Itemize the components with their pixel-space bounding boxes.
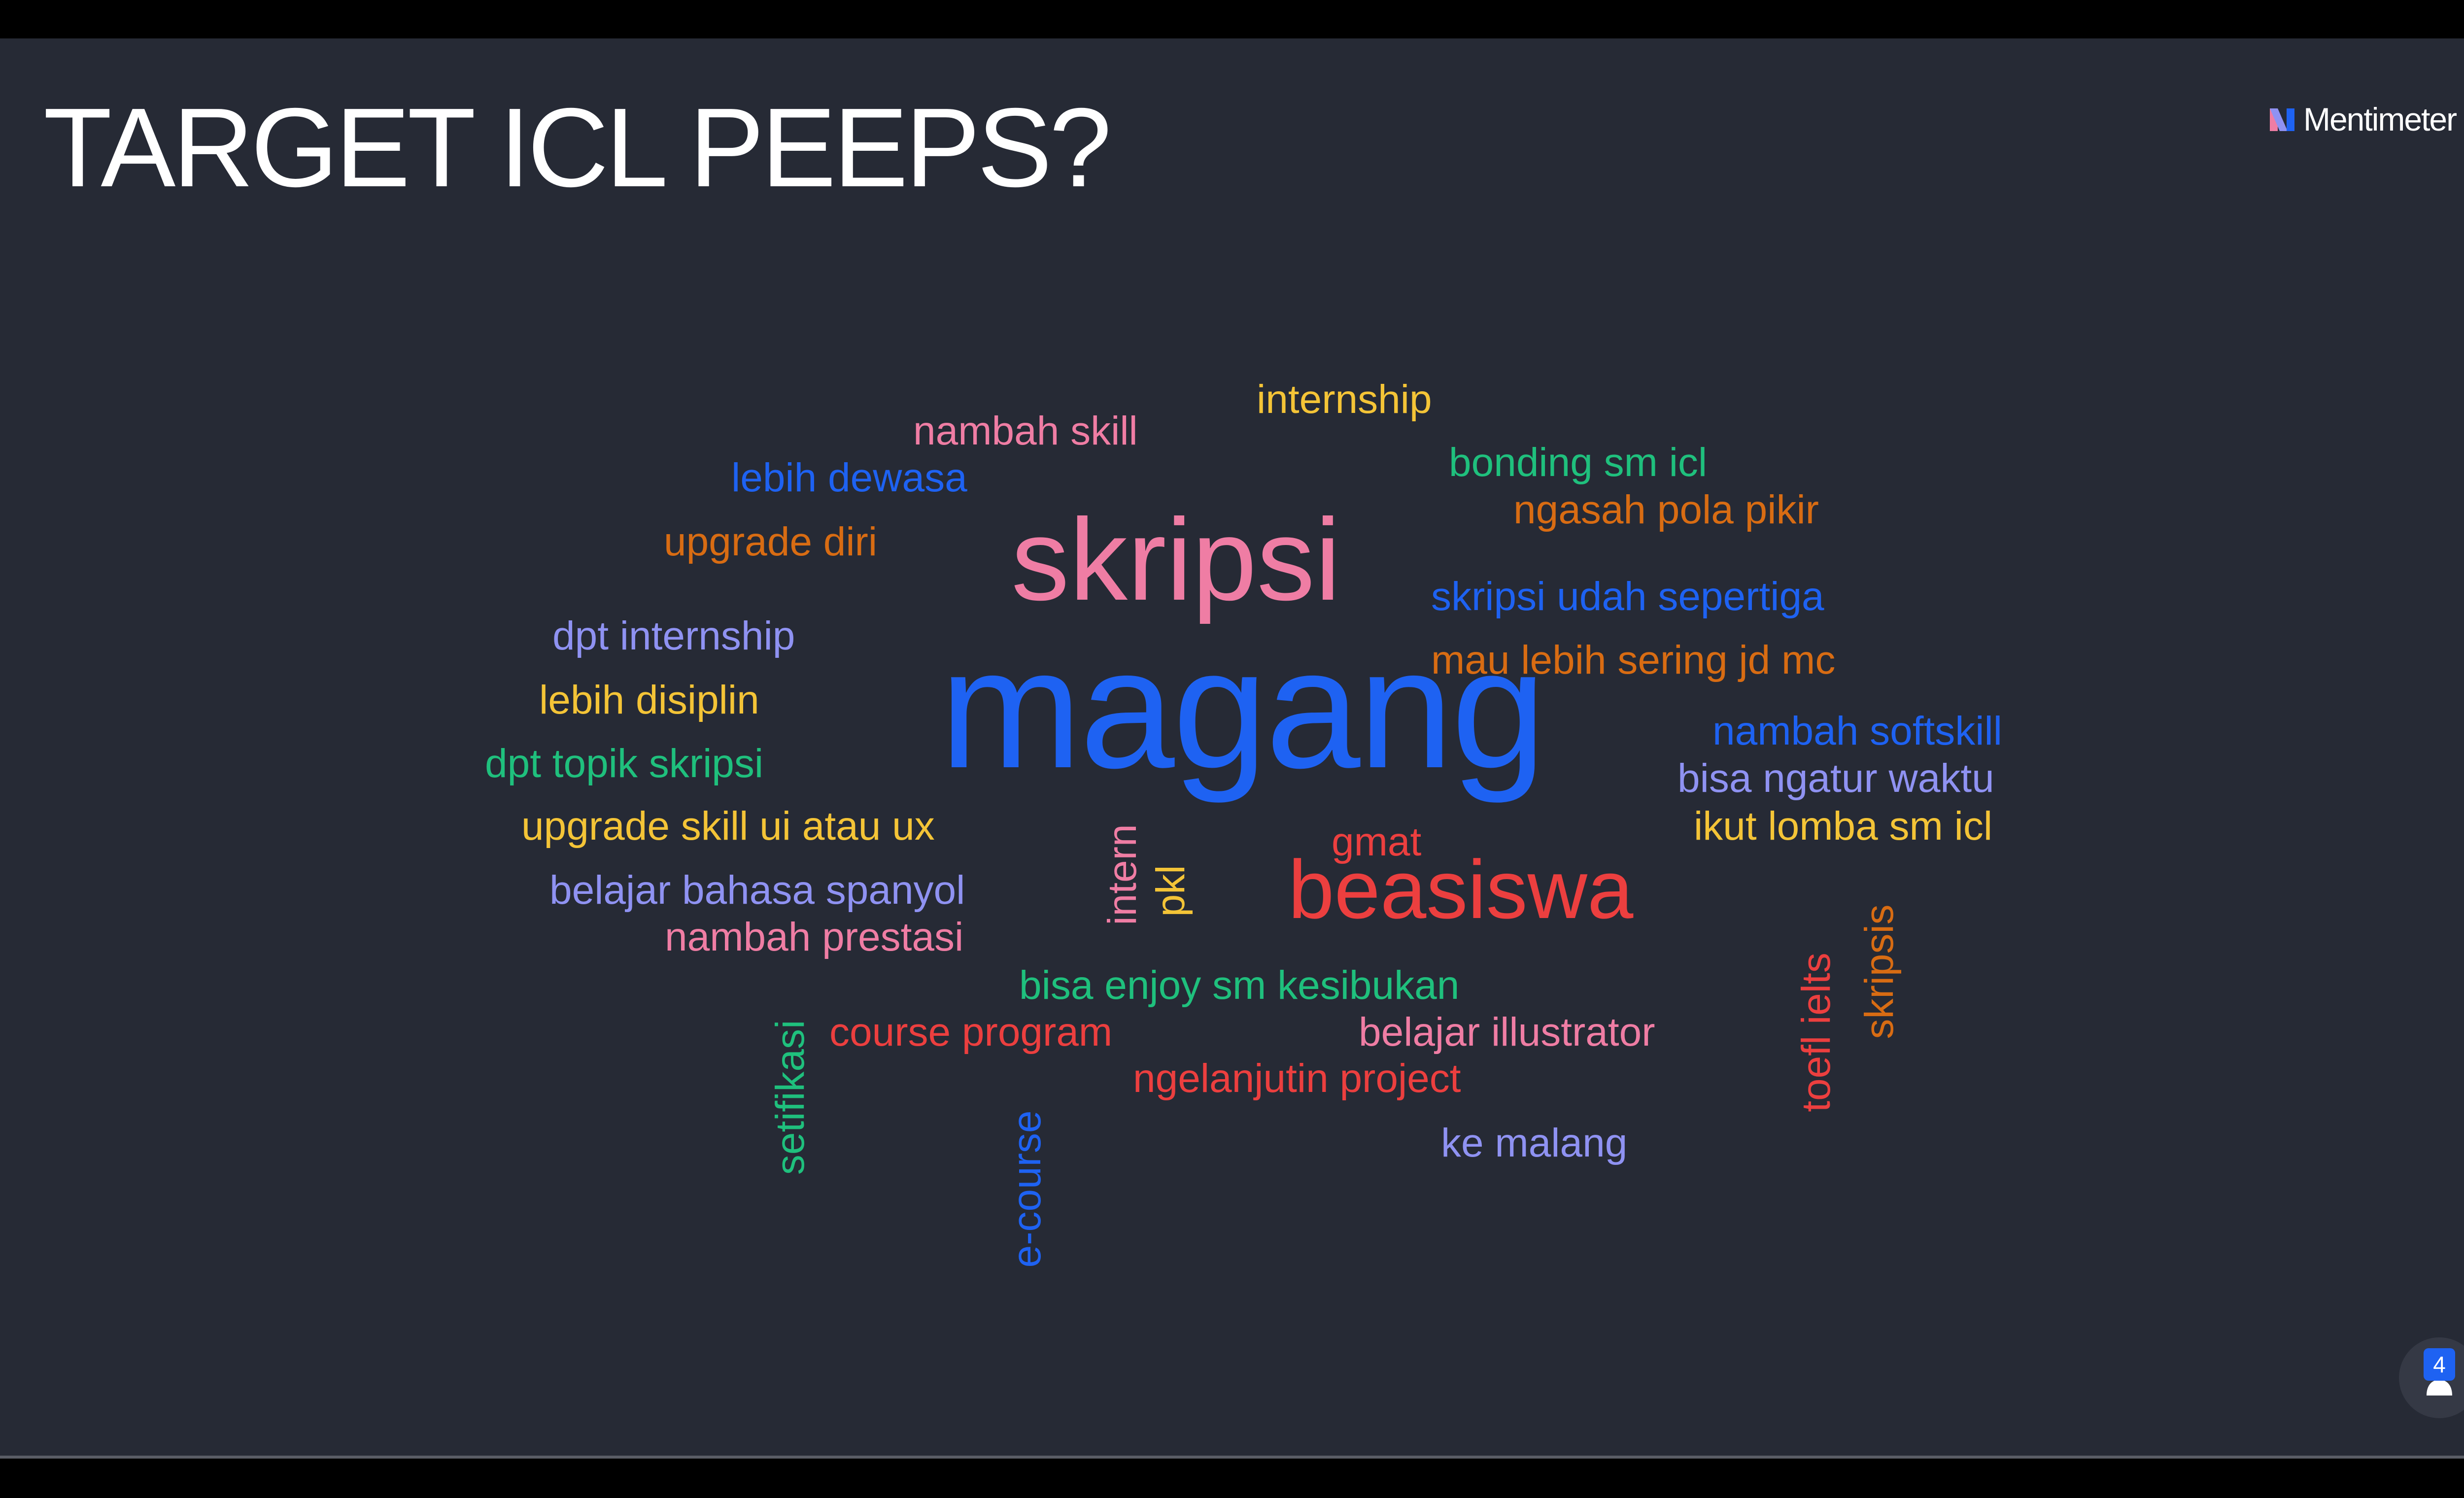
- word-mau-lebih-sering-jd-mc: mau lebih sering jd mc: [1431, 638, 1836, 682]
- word-lebih-disiplin: lebih disiplin: [539, 678, 759, 722]
- presentation-slide: TARGET ICL PEEPS? Mentimeter magang skri…: [0, 38, 2464, 1456]
- word-skripsi-udah-sepertiga: skripsi udah sepertiga: [1431, 574, 1824, 619]
- brand: Mentimeter: [2269, 100, 2457, 139]
- bottom-black-bar: [0, 1456, 2464, 1498]
- word-skripsi: skripsi: [1011, 495, 1341, 625]
- word-intern: intern: [1100, 824, 1145, 925]
- word-belajar-illustrator: belajar illustrator: [1359, 1010, 1655, 1055]
- top-black-bar: [0, 0, 2464, 38]
- participant-count-badge: 4: [2424, 1348, 2455, 1381]
- word-lebih-dewasa: lebih dewasa: [731, 455, 967, 500]
- word-ngelanjutin-project: ngelanjutin project: [1133, 1056, 1461, 1101]
- word-gmat: gmat: [1332, 819, 1422, 864]
- word-course-program: course program: [829, 1010, 1113, 1055]
- word-magang: magang: [940, 613, 1546, 804]
- word-internship: internship: [1257, 377, 1432, 422]
- word-ke-malang: ke malang: [1441, 1121, 1628, 1165]
- brand-name: Mentimeter: [2303, 101, 2457, 137]
- word-nambah-skill: nambah skill: [913, 409, 1138, 453]
- word-pkl: pkl: [1148, 865, 1193, 917]
- word-setifikasi: setifikasi: [768, 1020, 813, 1175]
- word-beasiswa: beasiswa: [1288, 843, 1634, 936]
- word-nambah-prestasi: nambah prestasi: [665, 915, 964, 959]
- word-e-course: e-course: [1004, 1110, 1049, 1268]
- word-ngasah-pola-pikir: ngasah pola pikir: [1513, 487, 1819, 532]
- word-ikut-lomba-sm-icl: ikut lomba sm icl: [1694, 804, 1993, 849]
- word-bonding-sm-icl: bonding sm icl: [1449, 440, 1708, 485]
- word-nambah-softskill: nambah softskill: [1712, 709, 2002, 753]
- word-skripsis: skripsis: [1857, 904, 1902, 1039]
- word-dpt-topik-skripsi: dpt topik skripsi: [485, 741, 764, 786]
- word-toefl-ielts: toefl ielts: [1794, 953, 1839, 1112]
- word-belajar-bahasa-spanyol: belajar bahasa spanyol: [549, 868, 965, 913]
- slide-title: TARGET ICL PEEPS?: [43, 85, 1112, 210]
- word-upgrade-skill-ui-atau-ux: upgrade skill ui atau ux: [521, 804, 935, 849]
- word-bisa-ngatur-waktu: bisa ngatur waktu: [1677, 756, 1994, 801]
- mentimeter-logo-icon: [2270, 108, 2294, 131]
- word-dpt-internship: dpt internship: [552, 613, 795, 658]
- word-upgrade-diri: upgrade diri: [664, 519, 878, 564]
- word-bisa-enjoy-sm-kesibukan: bisa enjoy sm kesibukan: [1019, 963, 1460, 1008]
